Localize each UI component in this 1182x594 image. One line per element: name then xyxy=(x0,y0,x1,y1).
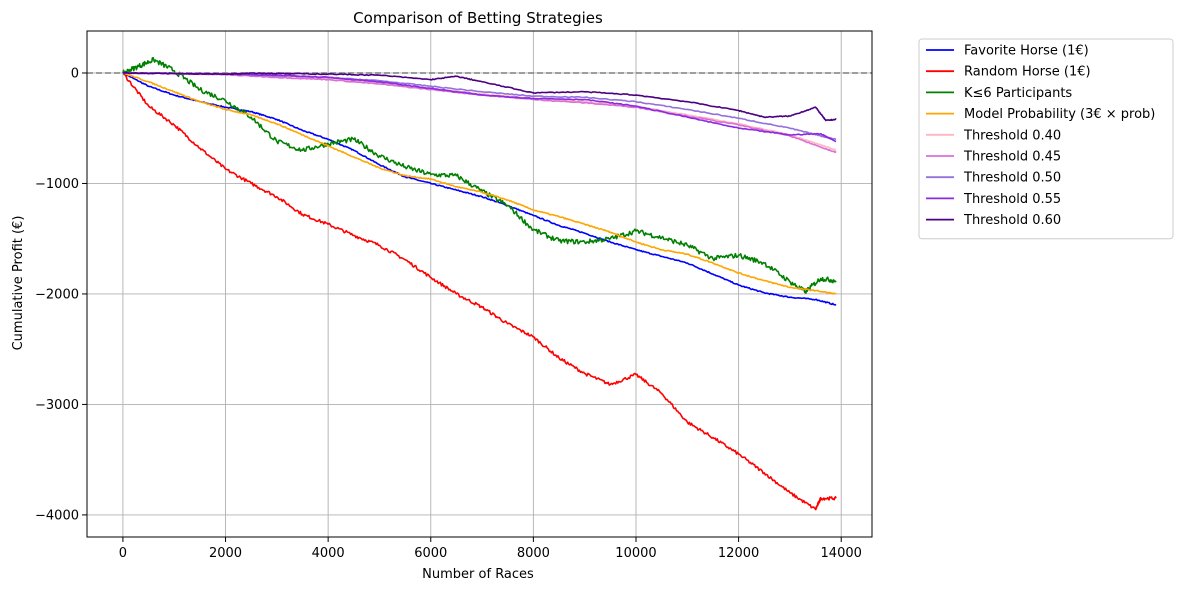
series-line xyxy=(122,56,837,294)
legend-label: Threshold 0.60 xyxy=(963,213,1061,228)
x-tick-label: 6000 xyxy=(414,546,447,561)
plot-series xyxy=(122,56,837,511)
y-tick-label: −4000 xyxy=(35,508,79,523)
plot-frame xyxy=(86,30,873,538)
series-line xyxy=(122,71,837,122)
legend-box xyxy=(918,38,1174,240)
legend-label: Threshold 0.40 xyxy=(963,128,1061,143)
y-tick-label: −3000 xyxy=(35,398,79,413)
x-tick-label: 14000 xyxy=(821,546,862,561)
legend-label: Model Probability (3€ × prob) xyxy=(964,107,1155,122)
legend-label: Threshold 0.50 xyxy=(963,171,1061,186)
series-line xyxy=(122,72,837,154)
legend-label: Favorite Horse (1€) xyxy=(964,44,1089,59)
x-tick-label: 10000 xyxy=(615,546,656,561)
axes: 0 2000 4000 6000 8000 10000 12000 14000 0 −1000 −2… xyxy=(35,30,873,561)
legend-label: Threshold 0.55 xyxy=(963,192,1061,207)
chart-title: Comparison of Betting Strategies xyxy=(353,9,603,27)
series-line xyxy=(122,71,837,152)
legend-label: Random Horse (1€) xyxy=(964,65,1091,80)
grid-lines xyxy=(87,31,872,537)
legend: Favorite Horse (1€) Random Horse (1€) K≤6 … xyxy=(918,38,1174,240)
y-tick-label: −1000 xyxy=(35,177,79,192)
x-axis-label: Number of Races xyxy=(422,567,534,582)
y-axis-label: Cumulative Profit (€) xyxy=(11,216,26,351)
series-line xyxy=(122,72,837,295)
x-tick-label: 12000 xyxy=(718,546,759,561)
legend-label: Threshold 0.45 xyxy=(963,150,1061,165)
x-tick-label: 4000 xyxy=(312,546,345,561)
x-tick-label: 0 xyxy=(119,546,127,561)
series-line xyxy=(122,72,837,143)
y-tick-label: 0 xyxy=(71,66,79,81)
legend-label: K≤6 Participants xyxy=(964,86,1072,101)
x-tick-label: 2000 xyxy=(209,546,242,561)
x-tick-label: 8000 xyxy=(517,546,550,561)
series-line xyxy=(122,71,837,141)
y-tick-label: −2000 xyxy=(35,287,79,302)
series-line xyxy=(122,72,837,511)
